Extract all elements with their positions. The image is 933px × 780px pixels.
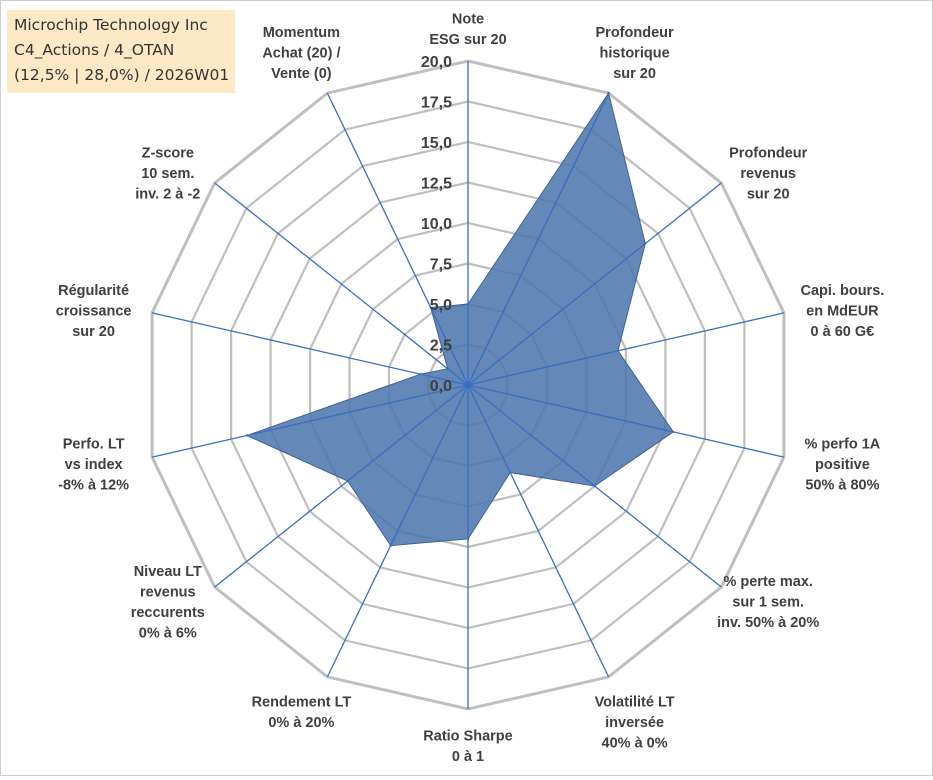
category-label-line: sur 20 xyxy=(613,66,656,82)
category-label-line: Note xyxy=(452,12,484,28)
category-label: % perfo 1A positive 50% à 80% xyxy=(805,436,881,493)
category-label-line: -8% à 12% xyxy=(58,477,129,493)
tick-label: 5,0 xyxy=(430,297,452,314)
category-label-line: vs index xyxy=(65,457,123,473)
category-label: Régularité croissance sur 20 xyxy=(56,283,132,340)
category-label-line: ESG sur 20 xyxy=(429,32,506,48)
axis-spoke xyxy=(467,182,722,386)
series-area xyxy=(245,91,674,547)
category-label: Z-score 10 sem. inv. 2 à -2 xyxy=(135,145,200,202)
category-label-line: Profondeur xyxy=(596,25,674,41)
info-category: C4_Actions / 4_OTAN xyxy=(14,41,175,59)
category-label-line: sur 1 sem. xyxy=(732,595,804,611)
axis-spoke xyxy=(214,182,469,386)
info-period: (12,5% | 28,0%) / 2026W01 xyxy=(14,66,230,84)
category-label: Note ESG sur 20 xyxy=(429,12,506,49)
axis-spoke xyxy=(467,384,722,588)
category-label-line: Rendement LT xyxy=(252,694,352,710)
category-label: Profondeur revenus sur 20 xyxy=(729,145,807,202)
tick-label: 0,0 xyxy=(430,378,452,395)
category-label-line: inv. 50% à 20% xyxy=(717,615,819,631)
category-label-line: Niveau LT xyxy=(134,564,202,580)
category-label-line: 10 sem. xyxy=(141,166,194,182)
category-label: Momentum Achat (20) / Vente (0) xyxy=(262,25,340,82)
axis-spoke xyxy=(151,384,469,458)
axis-spoke xyxy=(326,92,469,386)
category-label-line: Régularité xyxy=(58,283,129,299)
tick-label: 17,5 xyxy=(421,95,452,112)
category-label-line: % perfo 1A xyxy=(805,436,881,452)
category-label-line: croissance xyxy=(56,304,132,320)
category-label: % perte max. sur 1 sem. inv. 50% à 20% xyxy=(717,574,819,631)
category-label-line: Momentum xyxy=(263,25,340,41)
axis-spoke xyxy=(326,384,469,678)
category-label-line: 40% à 0% xyxy=(602,735,668,751)
category-label: Perfo. LT vs index -8% à 12% xyxy=(58,436,129,493)
tick-label: 20,0 xyxy=(421,54,452,71)
axis-spoke xyxy=(467,384,785,458)
category-label: Volatilité LT inversée 40% à 0% xyxy=(595,694,675,751)
radar-series xyxy=(245,91,675,547)
radial-tick-labels: 0,0 2,5 5,0 7,5 10,0 12,5 15,0 17,5 20,0 xyxy=(421,54,452,395)
axis-spoke xyxy=(467,92,610,386)
category-label-line: revenus xyxy=(740,166,796,182)
category-label: Ratio Sharpe 0 à 1 xyxy=(423,729,512,766)
category-label-line: historique xyxy=(600,46,670,62)
category-label-line: Volatilité LT xyxy=(595,694,675,710)
category-label-line: Perfo. LT xyxy=(63,436,125,452)
category-label-line: Z-score xyxy=(142,145,194,161)
category-label-line: inv. 2 à -2 xyxy=(135,186,200,202)
axis-spoke xyxy=(467,384,610,678)
category-label-line: % perte max. xyxy=(723,574,812,590)
category-label: Capi. bours. en MdEUR 0 à 60 G€ xyxy=(801,283,885,340)
category-label-line: 0 à 1 xyxy=(452,749,484,765)
category-label-line: sur 20 xyxy=(72,324,115,340)
info-company-name: Microchip Technology Inc xyxy=(14,16,208,34)
axis-spoke xyxy=(467,312,785,386)
category-label-line: en MdEUR xyxy=(806,304,879,320)
category-label: Profondeur historique sur 20 xyxy=(596,25,674,82)
category-label-line: positive xyxy=(815,457,870,473)
category-label-line: 50% à 80% xyxy=(805,477,879,493)
axis-spoke xyxy=(214,384,469,588)
tick-label: 7,5 xyxy=(430,257,452,274)
tick-label: 12,5 xyxy=(421,176,452,193)
axis-spoke xyxy=(151,312,469,386)
info-box: Microchip Technology Inc C4_Actions / 4_… xyxy=(7,10,235,93)
radar-axes xyxy=(151,61,785,709)
category-label: Niveau LT revenus reccurents 0% à 6% xyxy=(131,564,205,642)
category-label-line: reccurents xyxy=(131,605,205,621)
category-label-line: Ratio Sharpe xyxy=(423,729,512,745)
category-label: Rendement LT 0% à 20% xyxy=(252,694,352,731)
category-label-line: Profondeur xyxy=(729,145,807,161)
category-label-line: Capi. bours. xyxy=(801,283,885,299)
category-label-line: 0 à 60 G€ xyxy=(811,324,875,340)
category-label-line: revenus xyxy=(140,585,196,601)
tick-label: 2,5 xyxy=(430,338,452,355)
category-label-line: Vente (0) xyxy=(271,66,332,82)
category-label-line: inversée xyxy=(605,715,664,731)
tick-label: 15,0 xyxy=(421,135,452,152)
category-labels: Note ESG sur 20 Profondeur historique sur 20… xyxy=(56,12,885,766)
category-label-line: 0% à 20% xyxy=(268,715,334,731)
category-label-line: 0% à 6% xyxy=(139,626,197,642)
category-label-line: Achat (20) / xyxy=(262,46,340,62)
tick-label: 10,0 xyxy=(421,216,452,233)
category-label-line: sur 20 xyxy=(747,186,790,202)
